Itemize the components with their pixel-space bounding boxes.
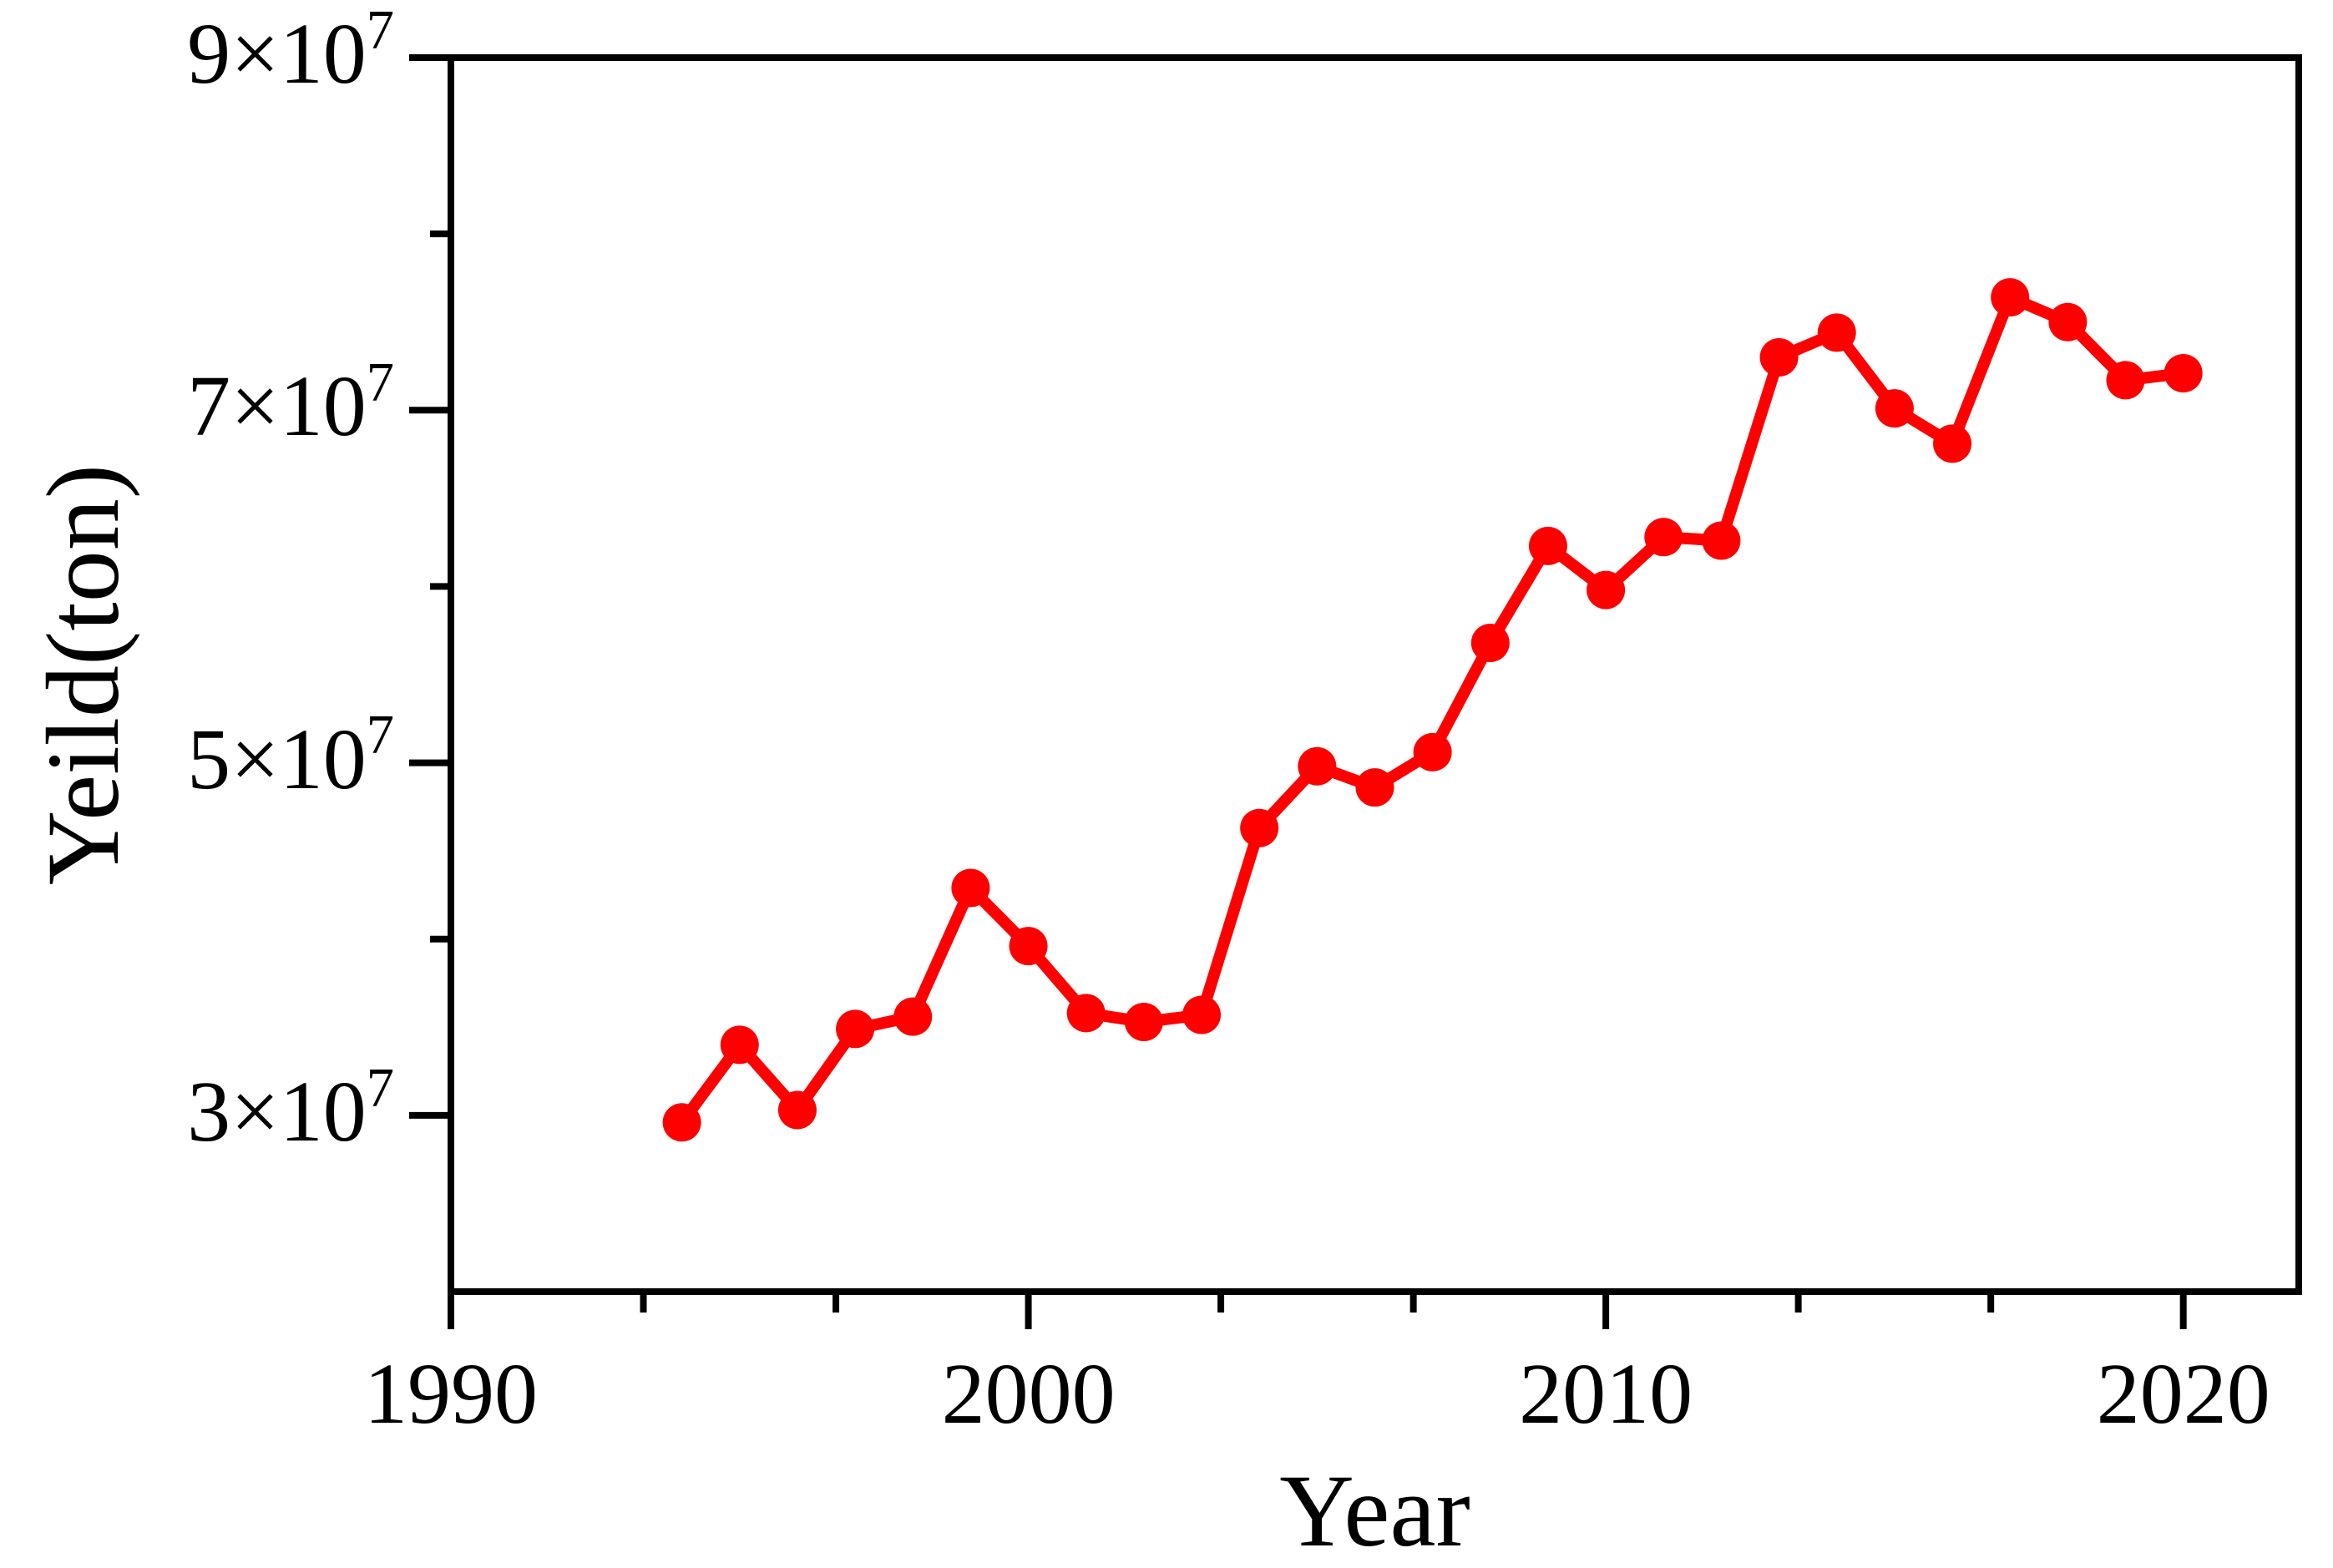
axes-box	[448, 54, 2302, 1295]
y-tick-label: 7×107	[187, 352, 394, 455]
data-point-marker	[836, 1009, 875, 1049]
data-point-marker	[1528, 526, 1567, 565]
data-point-marker	[1009, 927, 1048, 966]
x-tick-label: 2000	[941, 1346, 1116, 1442]
x-tick-label: 2010	[1519, 1346, 1693, 1442]
data-point-marker	[1470, 623, 1510, 662]
data-point-marker	[2163, 353, 2203, 392]
data-point-marker	[720, 1025, 759, 1065]
data-point-marker	[777, 1090, 817, 1130]
y-axis-title: Yeild(ton)	[26, 463, 140, 886]
data-point-marker	[1355, 768, 1394, 807]
data-point-marker	[1817, 313, 1856, 352]
data-point-marker	[1702, 521, 1741, 560]
data-point-marker	[1124, 1002, 1163, 1041]
y-tick-label: 9×107	[187, 0, 394, 102]
data-point-marker	[1991, 278, 2030, 317]
data-point-marker	[2048, 302, 2088, 341]
x-axis-title: Year	[1279, 1454, 1470, 1568]
data-point-marker	[1644, 518, 1683, 557]
data-point-marker	[1066, 994, 1106, 1033]
y-tick-label: 5×107	[187, 705, 394, 807]
x-tick-label: 2020	[2096, 1346, 2270, 1442]
data-point-marker	[1182, 995, 1222, 1034]
data-point-marker	[662, 1103, 701, 1142]
data-point-marker	[1298, 746, 1337, 786]
data-point-marker	[1587, 570, 1626, 609]
data-point-marker	[951, 868, 990, 908]
x-tick-label: 1990	[364, 1346, 538, 1442]
data-point-marker	[1933, 424, 1972, 463]
data-point-marker	[893, 997, 933, 1036]
data-point-marker	[1240, 808, 1279, 847]
y-tick-label: 3×107	[187, 1057, 394, 1160]
data-point-marker	[1875, 389, 1914, 428]
data-point-marker	[1759, 337, 1799, 377]
data-point-marker	[2106, 361, 2145, 400]
data-point-marker	[1413, 732, 1452, 771]
